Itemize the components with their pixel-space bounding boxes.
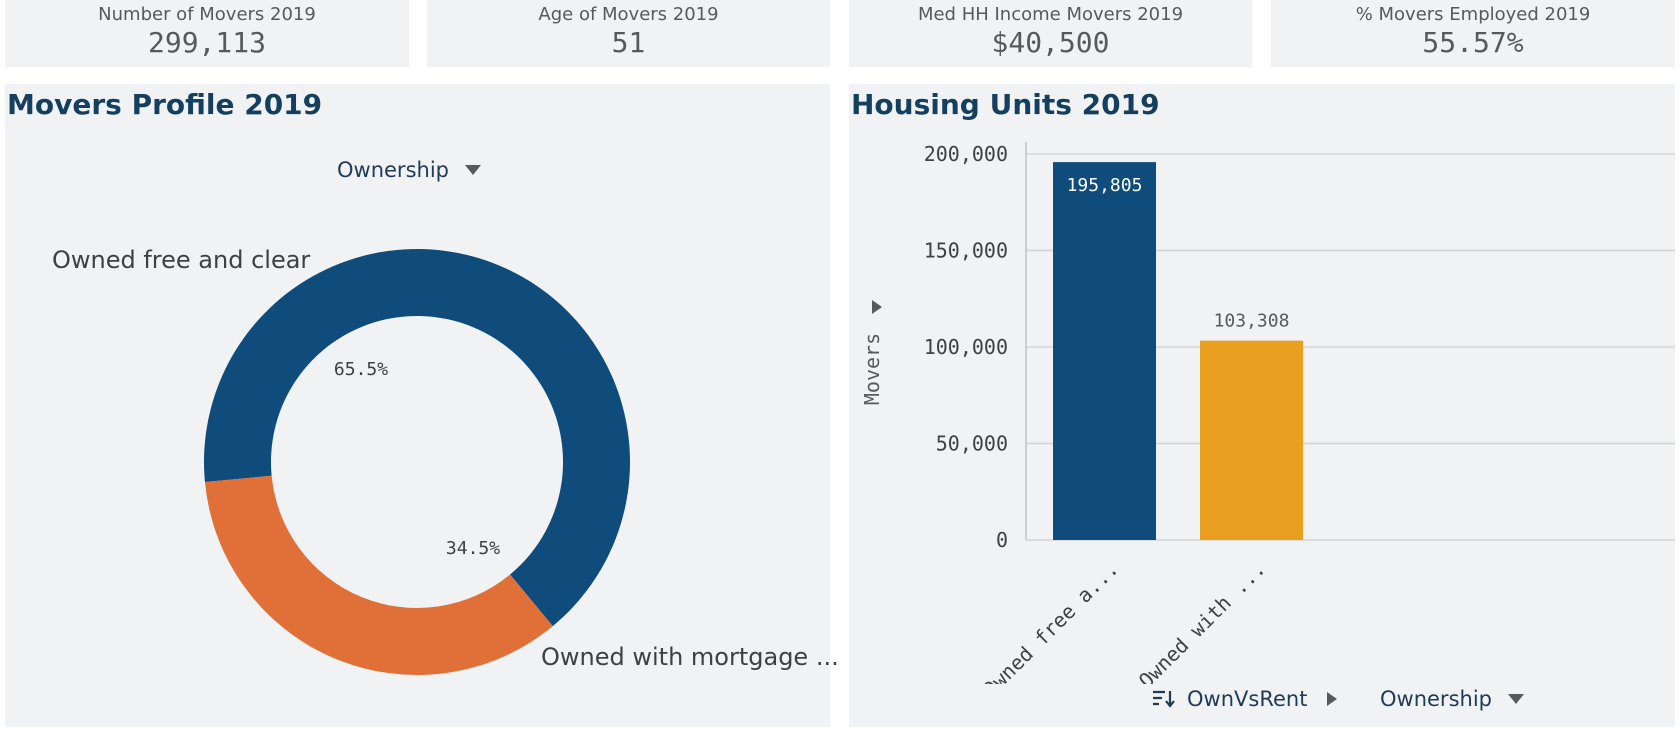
y-tick-label: 200,000 <box>924 142 1008 166</box>
bar[interactable] <box>1053 162 1156 540</box>
bar-value-label: 195,805 <box>1067 175 1143 196</box>
sort-icon <box>1153 690 1175 708</box>
kpi-label: Med HH Income Movers 2019 <box>917 4 1184 25</box>
x-category-label: Owned free a... <box>978 557 1123 684</box>
kpi-label: % Movers Employed 2019 <box>1355 4 1591 25</box>
kpi-value: 299,113 <box>147 26 266 59</box>
ownership-dimension-dropdown[interactable]: Ownership <box>337 158 481 182</box>
ownership-measure-dropdown[interactable]: Ownership <box>1380 687 1524 711</box>
dropdown-label: Ownership <box>1380 687 1492 711</box>
play-arrow-icon <box>1327 692 1338 706</box>
donut-chart[interactable]: 65.5% 34.5% <box>5 84 830 727</box>
chevron-down-icon <box>1507 694 1524 704</box>
legend-label-owned-mortgage: Owned with mortgage ... <box>541 643 839 671</box>
kpi-percent-employed[interactable]: % Movers Employed 2019 55.57% <box>1271 0 1675 67</box>
kpi-median-income[interactable]: Med HH Income Movers 2019 $40,500 <box>849 0 1252 67</box>
dropdown-label: Ownership <box>337 158 449 182</box>
housing-units-panel: Housing Units 2019 0 50,000 100,000 150,000… <box>849 84 1675 727</box>
donut-slice[interactable] <box>204 475 553 675</box>
kpi-age-of-movers[interactable]: Age of Movers 2019 51 <box>427 0 830 67</box>
footer-dimension-label: OwnVsRent <box>1187 687 1308 711</box>
y-axis-title: Movers <box>860 333 884 405</box>
y-tick-label: 100,000 <box>924 335 1008 359</box>
panel-title: Housing Units 2019 <box>851 88 1160 121</box>
bar-value-label: 103,308 <box>1214 311 1290 332</box>
kpi-value: 51 <box>611 26 646 59</box>
footer-dimension-control[interactable]: OwnVsRent <box>1151 687 1338 711</box>
donut-value-label: 65.5% <box>334 359 388 380</box>
y-tick-label: 50,000 <box>936 432 1008 456</box>
kpi-value: 55.57% <box>1422 26 1524 59</box>
movers-profile-panel: Movers Profile 2019 Ownership Owned free… <box>5 84 839 727</box>
panel-title: Movers Profile 2019 <box>7 88 323 121</box>
kpi-label: Number of Movers 2019 <box>98 4 316 25</box>
x-category-label: Owned with ... <box>1134 557 1270 684</box>
kpi-value: $40,500 <box>991 26 1110 59</box>
donut-value-label: 34.5% <box>446 538 500 559</box>
axis-expand-arrow-icon[interactable] <box>872 300 882 314</box>
y-tick-label: 150,000 <box>924 239 1008 263</box>
donut-slice[interactable] <box>203 249 630 627</box>
kpi-number-of-movers[interactable]: Number of Movers 2019 299,113 <box>5 0 409 67</box>
chevron-down-icon <box>464 165 481 175</box>
legend-label-owned-free: Owned free and clear <box>52 246 311 274</box>
kpi-label: Age of Movers 2019 <box>538 4 719 25</box>
y-tick-label: 0 <box>996 528 1008 552</box>
bar[interactable] <box>1200 340 1303 540</box>
bar-chart[interactable]: 0 50,000 100,000 150,000 200,000 Movers 195,80… <box>849 84 1675 684</box>
